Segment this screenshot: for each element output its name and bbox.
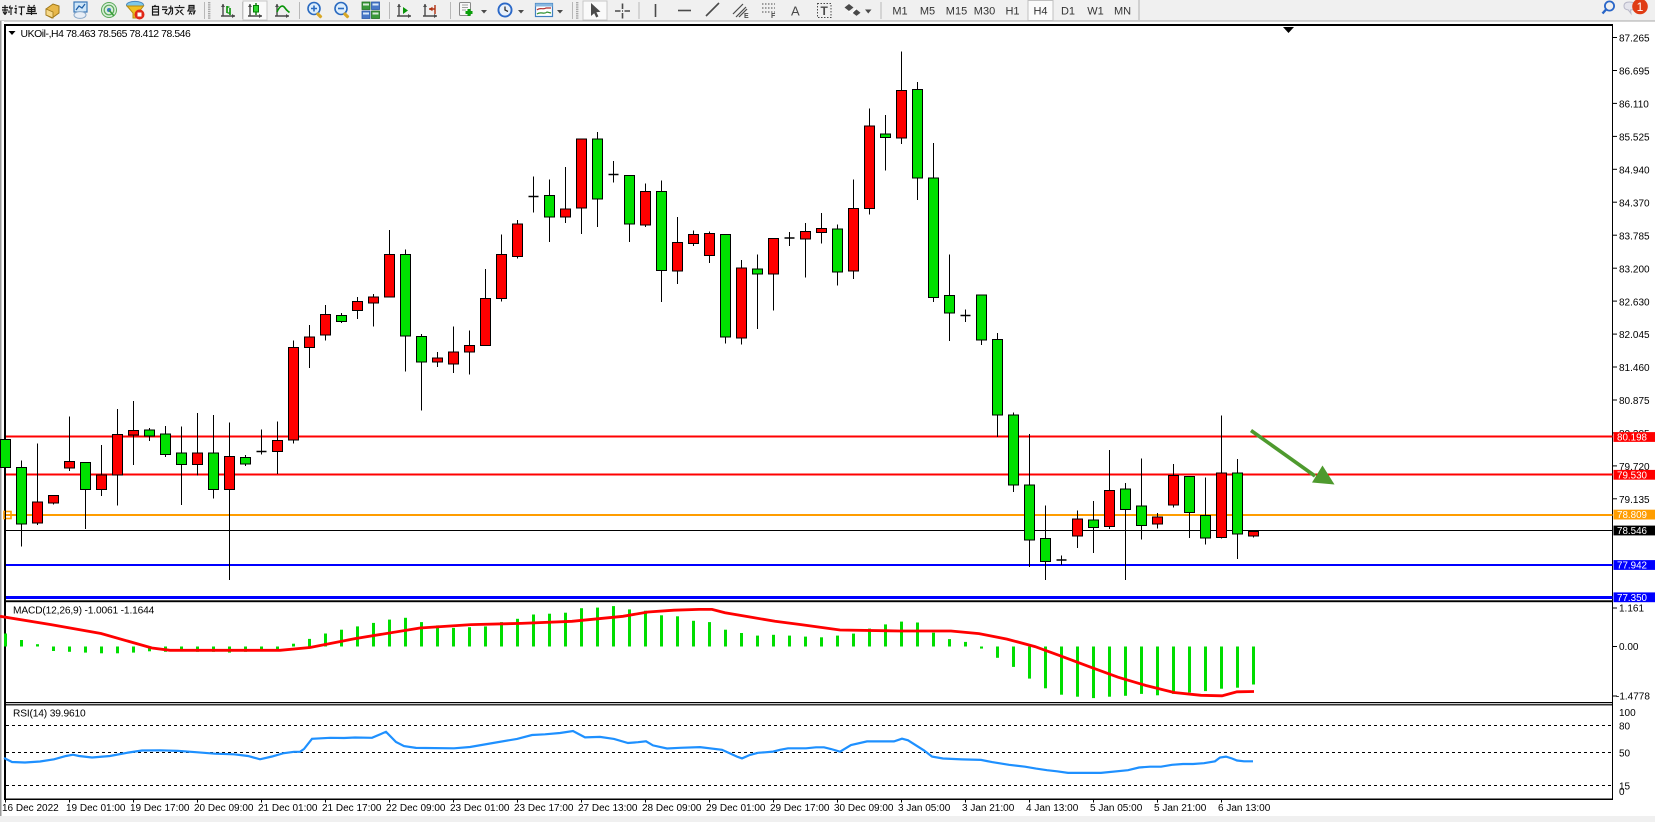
svg-text:84.370: 84.370 xyxy=(1619,198,1650,209)
svg-text:MACD(12,26,9) -1.0061 -1.1644: MACD(12,26,9) -1.0061 -1.1644 xyxy=(13,606,155,617)
svg-text:M30: M30 xyxy=(974,6,995,18)
svg-text:23 Dec 17:00: 23 Dec 17:00 xyxy=(514,803,574,814)
svg-text:H4: H4 xyxy=(1033,6,1047,18)
svg-text:21 Dec 01:00: 21 Dec 01:00 xyxy=(258,803,318,814)
svg-text:3 Jan 21:00: 3 Jan 21:00 xyxy=(962,803,1015,814)
svg-text:28 Dec 09:00: 28 Dec 09:00 xyxy=(642,803,702,814)
svg-text:D1: D1 xyxy=(1061,6,1075,18)
svg-text:-1.4778: -1.4778 xyxy=(1616,692,1650,703)
svg-text:0.00: 0.00 xyxy=(1619,642,1639,653)
svg-text:1.161: 1.161 xyxy=(1619,604,1644,615)
svg-text:86.110: 86.110 xyxy=(1619,100,1649,111)
svg-text:81.460: 81.460 xyxy=(1619,363,1650,374)
svg-text:79.720: 79.720 xyxy=(1619,462,1650,473)
svg-text:5 Jan 05:00: 5 Jan 05:00 xyxy=(1090,803,1143,814)
svg-text:82.045: 82.045 xyxy=(1619,330,1650,341)
svg-text:19 Dec 01:00: 19 Dec 01:00 xyxy=(66,803,126,814)
svg-text:84.940: 84.940 xyxy=(1619,166,1650,177)
svg-text:29 Dec 01:00: 29 Dec 01:00 xyxy=(706,803,766,814)
svg-text:M5: M5 xyxy=(920,6,935,18)
svg-text:29 Dec 17:00: 29 Dec 17:00 xyxy=(770,803,830,814)
svg-text:23 Dec 01:00: 23 Dec 01:00 xyxy=(450,803,510,814)
svg-text:87.265: 87.265 xyxy=(1619,34,1650,45)
svg-text:E: E xyxy=(744,13,749,20)
svg-text:RSI(14) 39.9610: RSI(14) 39.9610 xyxy=(13,709,86,720)
svg-text:15: 15 xyxy=(1619,782,1631,793)
svg-text:19 Dec 17:00: 19 Dec 17:00 xyxy=(130,803,190,814)
svg-text:27 Dec 13:00: 27 Dec 13:00 xyxy=(578,803,638,814)
svg-text:50: 50 xyxy=(1619,749,1631,760)
svg-text:77.942: 77.942 xyxy=(1617,561,1647,572)
svg-text:M15: M15 xyxy=(946,6,967,18)
svg-text:80: 80 xyxy=(1619,722,1631,733)
svg-text:W1: W1 xyxy=(1087,6,1104,18)
svg-text:UKOil-,H4 78.463 78.565 78.41: UKOil-,H4 78.463 78.565 78.412 78.546 xyxy=(21,29,192,40)
svg-text:77.350: 77.350 xyxy=(1617,593,1648,604)
svg-text:85.525: 85.525 xyxy=(1619,133,1650,144)
svg-text:0: 0 xyxy=(1619,787,1625,798)
svg-text:4 Jan 13:00: 4 Jan 13:00 xyxy=(1026,803,1079,814)
svg-text:83.200: 83.200 xyxy=(1619,264,1650,275)
svg-text:T: T xyxy=(821,4,829,18)
svg-text:82.630: 82.630 xyxy=(1619,297,1650,308)
svg-text:20 Dec 09:00: 20 Dec 09:00 xyxy=(194,803,254,814)
svg-text:80.875: 80.875 xyxy=(1619,396,1650,407)
svg-text:A: A xyxy=(791,4,800,19)
svg-text:22 Dec 09:00: 22 Dec 09:00 xyxy=(386,803,446,814)
svg-text:80.198: 80.198 xyxy=(1617,433,1648,444)
svg-text:5 Jan 21:00: 5 Jan 21:00 xyxy=(1154,803,1207,814)
svg-text:30 Dec 09:00: 30 Dec 09:00 xyxy=(834,803,894,814)
svg-text:78.546: 78.546 xyxy=(1617,526,1648,537)
svg-text:86.695: 86.695 xyxy=(1619,67,1650,78)
svg-text:3 Jan 05:00: 3 Jan 05:00 xyxy=(898,803,951,814)
svg-text:M1: M1 xyxy=(892,6,907,18)
svg-text:79.530: 79.530 xyxy=(1617,470,1648,481)
svg-text:79.135: 79.135 xyxy=(1619,495,1650,506)
svg-text:1: 1 xyxy=(1637,0,1644,14)
svg-text:83.785: 83.785 xyxy=(1619,231,1650,242)
svg-text:F: F xyxy=(771,13,776,20)
svg-text:MN: MN xyxy=(1114,6,1131,18)
svg-text:H1: H1 xyxy=(1005,6,1019,18)
svg-text:100: 100 xyxy=(1619,708,1636,719)
svg-text:21 Dec 17:00: 21 Dec 17:00 xyxy=(322,803,382,814)
svg-text:78.809: 78.809 xyxy=(1617,510,1647,521)
svg-text:6 Jan 13:00: 6 Jan 13:00 xyxy=(1218,803,1271,814)
svg-text:16 Dec 2022: 16 Dec 2022 xyxy=(2,803,59,814)
